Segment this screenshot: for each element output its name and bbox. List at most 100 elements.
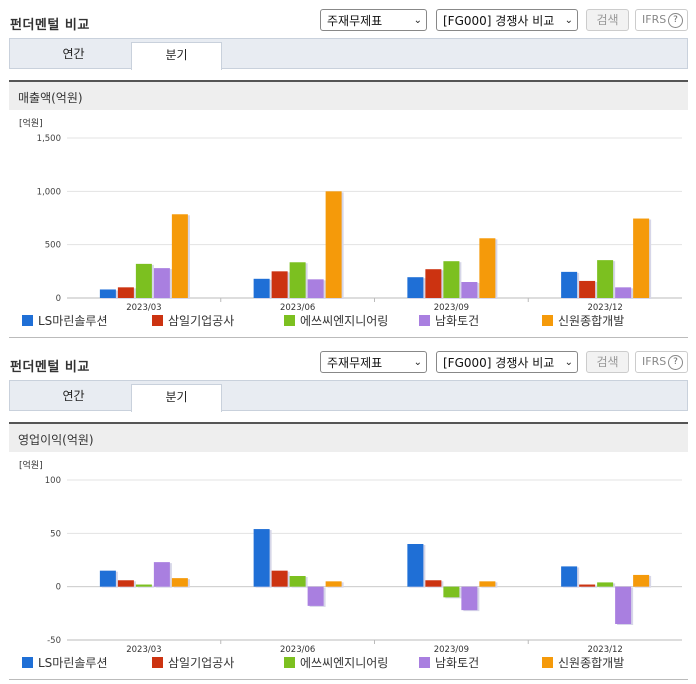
legend-swatch xyxy=(284,315,295,326)
ifrs-toggle[interactable]: IFRS ? xyxy=(635,351,688,373)
y-unit-label: [억원] xyxy=(19,459,43,471)
legend-label: 남화토건 xyxy=(435,656,480,670)
peer-group-value: [FG000] 경쟁사 비교 xyxy=(443,14,555,28)
bar xyxy=(461,586,478,611)
x-tick-label: 2023/09 xyxy=(434,645,469,654)
bar xyxy=(407,544,424,587)
legend-swatch xyxy=(419,315,430,326)
bar xyxy=(479,581,496,587)
x-tick-label: 2023/09 xyxy=(434,303,469,312)
y-tick-label: 500 xyxy=(45,241,61,251)
revenue-chart-svg: [억원] 0 500 1,000 1,500 2023/03 2023/06 2023/09 2… xyxy=(19,117,682,313)
bar xyxy=(289,262,306,298)
y-tick-label: 100 xyxy=(45,476,61,486)
legend-swatch xyxy=(22,315,33,326)
peer-group-value: [FG000] 경쟁사 비교 xyxy=(443,356,555,370)
y-tick-label: 1,000 xyxy=(37,187,61,197)
x-tick-label: 2023/12 xyxy=(587,645,622,654)
panel-title: 펀더멘털 비교 xyxy=(10,360,90,375)
help-icon[interactable]: ? xyxy=(668,13,683,28)
statement-type-value: 주재무제표 xyxy=(327,356,383,370)
bar xyxy=(579,584,596,587)
y-tick-label: 0 xyxy=(56,583,61,593)
bar xyxy=(633,218,650,298)
bar xyxy=(135,584,152,587)
panel-title: 펀더멘털 비교 xyxy=(10,18,90,33)
help-icon[interactable]: ? xyxy=(668,355,683,370)
divider xyxy=(9,337,688,338)
bar xyxy=(271,271,288,298)
fundamental-panel-operating-profit: 펀더멘털 비교 주재무제표 ⌄ [FG000] 경쟁사 비교 ⌄ 검색 IFRS… xyxy=(0,342,696,684)
chevron-down-icon: ⌄ xyxy=(564,15,573,26)
bar xyxy=(443,586,460,598)
bar xyxy=(597,582,614,587)
tab-quarterly[interactable]: 분기 xyxy=(131,42,222,70)
legend-label: 신원종합개발 xyxy=(558,656,625,670)
legend-swatch xyxy=(152,315,163,326)
legend-label: LS마린솔루션 xyxy=(38,656,108,670)
legend-item[interactable]: 에쓰씨엔지니어링 xyxy=(284,655,388,671)
metric-title: 매출액(억원) xyxy=(18,91,83,105)
bar xyxy=(615,287,632,298)
tab-annual[interactable]: 연간 xyxy=(62,47,85,61)
bar xyxy=(407,277,424,298)
peer-group-select[interactable]: [FG000] 경쟁사 비교 ⌄ xyxy=(436,9,578,31)
legend-swatch xyxy=(284,657,295,668)
bar xyxy=(153,562,170,587)
legend-item[interactable]: LS마린솔루션 xyxy=(22,655,108,671)
legend-item[interactable]: 신원종합개발 xyxy=(542,655,624,671)
legend-label: 삼일기업공사 xyxy=(168,656,235,670)
bar xyxy=(253,278,270,298)
tab-quarterly[interactable]: 분기 xyxy=(131,384,222,412)
bar xyxy=(561,271,578,298)
bar xyxy=(461,282,478,298)
bar xyxy=(425,580,442,587)
legend-label: 에쓰씨엔지니어링 xyxy=(300,656,389,670)
operating-profit-chart: [억원] -50 0 50 100 2023/03 2023/06 2023/09 2023/1… xyxy=(9,454,688,655)
legend-item[interactable]: 남화토건 xyxy=(419,313,479,329)
bar xyxy=(271,570,288,587)
legend-label: 삼일기업공사 xyxy=(168,314,235,328)
bar xyxy=(171,578,188,587)
metric-title: 영업이익(억원) xyxy=(18,433,94,447)
x-tick-label: 2023/06 xyxy=(280,645,315,654)
panel-header: 펀더멘털 비교 주재무제표 ⌄ [FG000] 경쟁사 비교 ⌄ 검색 IFRS… xyxy=(0,0,696,36)
legend-item[interactable]: 신원종합개발 xyxy=(542,313,624,329)
chart-legend: LS마린솔루션 삼일기업공사 에쓰씨엔지니어링 남화토건 신원종합개발 xyxy=(22,655,682,671)
legend-swatch xyxy=(542,657,553,668)
search-button[interactable]: 검색 xyxy=(586,351,629,373)
peer-group-select[interactable]: [FG000] 경쟁사 비교 ⌄ xyxy=(436,351,578,373)
ifrs-label: IFRS xyxy=(642,355,667,368)
legend-swatch xyxy=(542,315,553,326)
statement-type-select[interactable]: 주재무제표 ⌄ xyxy=(320,9,427,31)
legend-item[interactable]: 에쓰씨엔지니어링 xyxy=(284,313,388,329)
search-button[interactable]: 검색 xyxy=(586,9,629,31)
metric-header: 매출액(억원) xyxy=(9,80,688,110)
fundamental-panel-revenue: 펀더멘털 비교 주재무제표 ⌄ [FG000] 경쟁사 비교 ⌄ 검색 IFRS… xyxy=(0,0,696,338)
divider xyxy=(9,679,688,680)
bar xyxy=(633,574,650,587)
legend-item[interactable]: LS마린솔루션 xyxy=(22,313,108,329)
bar xyxy=(99,289,116,298)
statement-type-select[interactable]: 주재무제표 ⌄ xyxy=(320,351,427,373)
legend-item[interactable]: 삼일기업공사 xyxy=(152,655,234,671)
bar xyxy=(153,268,170,298)
legend-swatch xyxy=(419,657,430,668)
legend-item[interactable]: 삼일기업공사 xyxy=(152,313,234,329)
chart-legend: LS마린솔루션 삼일기업공사 에쓰씨엔지니어링 남화토건 신원종합개발 xyxy=(22,313,682,329)
legend-item[interactable]: 남화토건 xyxy=(419,655,479,671)
x-tick-label: 2023/06 xyxy=(280,303,315,312)
bar xyxy=(615,586,632,624)
ifrs-toggle[interactable]: IFRS ? xyxy=(635,9,688,31)
revenue-chart: [억원] 0 500 1,000 1,500 2023/03 2023/06 2023/09 2… xyxy=(9,112,688,313)
bar xyxy=(117,287,134,298)
legend-label: 남화토건 xyxy=(435,314,480,328)
bar xyxy=(479,238,496,298)
bar xyxy=(289,576,306,587)
bar xyxy=(307,279,324,298)
chevron-down-icon: ⌄ xyxy=(564,357,573,368)
bar xyxy=(561,566,578,587)
bar xyxy=(253,529,270,587)
tab-annual[interactable]: 연간 xyxy=(62,389,85,403)
legend-label: 신원종합개발 xyxy=(558,314,625,328)
